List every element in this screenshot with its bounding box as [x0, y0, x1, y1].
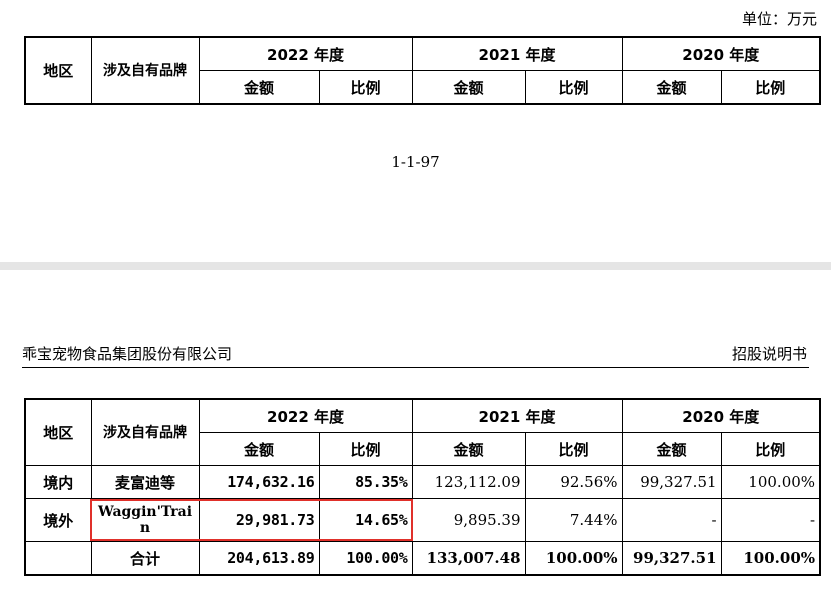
header-amount: 金额: [198, 432, 320, 466]
header-ratio: 比例: [318, 70, 413, 105]
header-amount: 金额: [621, 432, 722, 466]
cell-ratio-2021: 92.56%: [524, 465, 623, 499]
cell-amount-2020: -: [621, 498, 722, 542]
cell-ratio-2022: 14.65%: [318, 498, 413, 542]
header-year-2021: 2021 年度: [411, 36, 623, 71]
header-year-2022: 2022 年度: [198, 398, 413, 433]
page-separator: [0, 262, 831, 270]
cell-amount-2022: 204,613.89: [198, 541, 320, 576]
header-year-2020: 2020 年度: [621, 398, 821, 433]
cell-ratio-2020: 100.00%: [720, 541, 821, 576]
doc-type: 招股说明书: [731, 345, 807, 363]
cell-ratio-2020: 100.00%: [720, 465, 821, 499]
header-year-2020: 2020 年度: [621, 36, 821, 71]
sales-by-region-table: 地区 涉及自有品牌 2022 年度 2021 年度 2020 年度 金额 比例 …: [24, 398, 822, 576]
header-amount: 金额: [198, 70, 320, 105]
table-header-top: 地区 涉及自有品牌 2022 年度 2021 年度 2020 年度 金额 比例 …: [24, 36, 822, 105]
cell-amount-2020: 99,327.51: [621, 541, 722, 576]
header-ratio: 比例: [720, 432, 821, 466]
header-year-2022: 2022 年度: [198, 36, 413, 71]
cell-ratio-2022: 100.00%: [318, 541, 413, 576]
header-amount: 金额: [411, 432, 526, 466]
cell-region: 境内: [24, 465, 92, 499]
cell-ratio-2020: -: [720, 498, 821, 542]
header-amount: 金额: [621, 70, 722, 105]
table-row-total: 合计 204,613.89 100.00% 133,007.48 100.00%…: [24, 541, 821, 576]
header-region: 地区: [24, 398, 92, 466]
cell-amount-2022: 174,632.16: [198, 465, 320, 499]
header-amount: 金额: [411, 70, 526, 105]
cell-amount-2021: 9,895.39: [411, 498, 526, 542]
cell-ratio-2022: 85.35%: [318, 465, 413, 499]
header-region: 地区: [24, 36, 92, 105]
page-number: 1-1-97: [391, 153, 440, 171]
cell-amount-2022: 29,981.73: [198, 498, 320, 542]
header-year-2021: 2021 年度: [411, 398, 623, 433]
cell-brand: Waggin'Train: [90, 498, 200, 542]
header-ratio: 比例: [524, 432, 623, 466]
cell-amount-2021: 133,007.48: [411, 541, 526, 576]
table-row: 境内 麦富迪等 174,632.16 85.35% 123,112.09 92.…: [24, 465, 821, 499]
cell-region: 境外: [24, 498, 92, 542]
cell-ratio-2021: 100.00%: [524, 541, 623, 576]
cell-amount-2021: 123,112.09: [411, 465, 526, 499]
table-row: 境外 Waggin'Train 29,981.73 14.65% 9,895.3…: [24, 498, 821, 542]
header-ratio: 比例: [524, 70, 623, 105]
cell-region: [24, 541, 92, 576]
header-ratio: 比例: [318, 432, 413, 466]
header-brand: 涉及自有品牌: [90, 36, 200, 105]
header-ratio: 比例: [720, 70, 821, 105]
page-bottom: 乖宝宠物食品集团股份有限公司 招股说明书 地区 涉及自有品牌 2022 年度 2…: [0, 270, 831, 592]
header-rule: [22, 367, 809, 368]
cell-brand: 麦富迪等: [90, 465, 200, 499]
company-name: 乖宝宠物食品集团股份有限公司: [22, 345, 233, 363]
unit-label: 单位：万元: [741, 10, 817, 28]
cell-brand: 合计: [90, 541, 200, 576]
cell-amount-2020: 99,327.51: [621, 465, 722, 499]
header-brand: 涉及自有品牌: [90, 398, 200, 466]
page-top: 单位：万元 地区 涉及自有品牌 2022 年度 2021 年度 2020 年度 …: [0, 0, 831, 262]
cell-ratio-2021: 7.44%: [524, 498, 623, 542]
